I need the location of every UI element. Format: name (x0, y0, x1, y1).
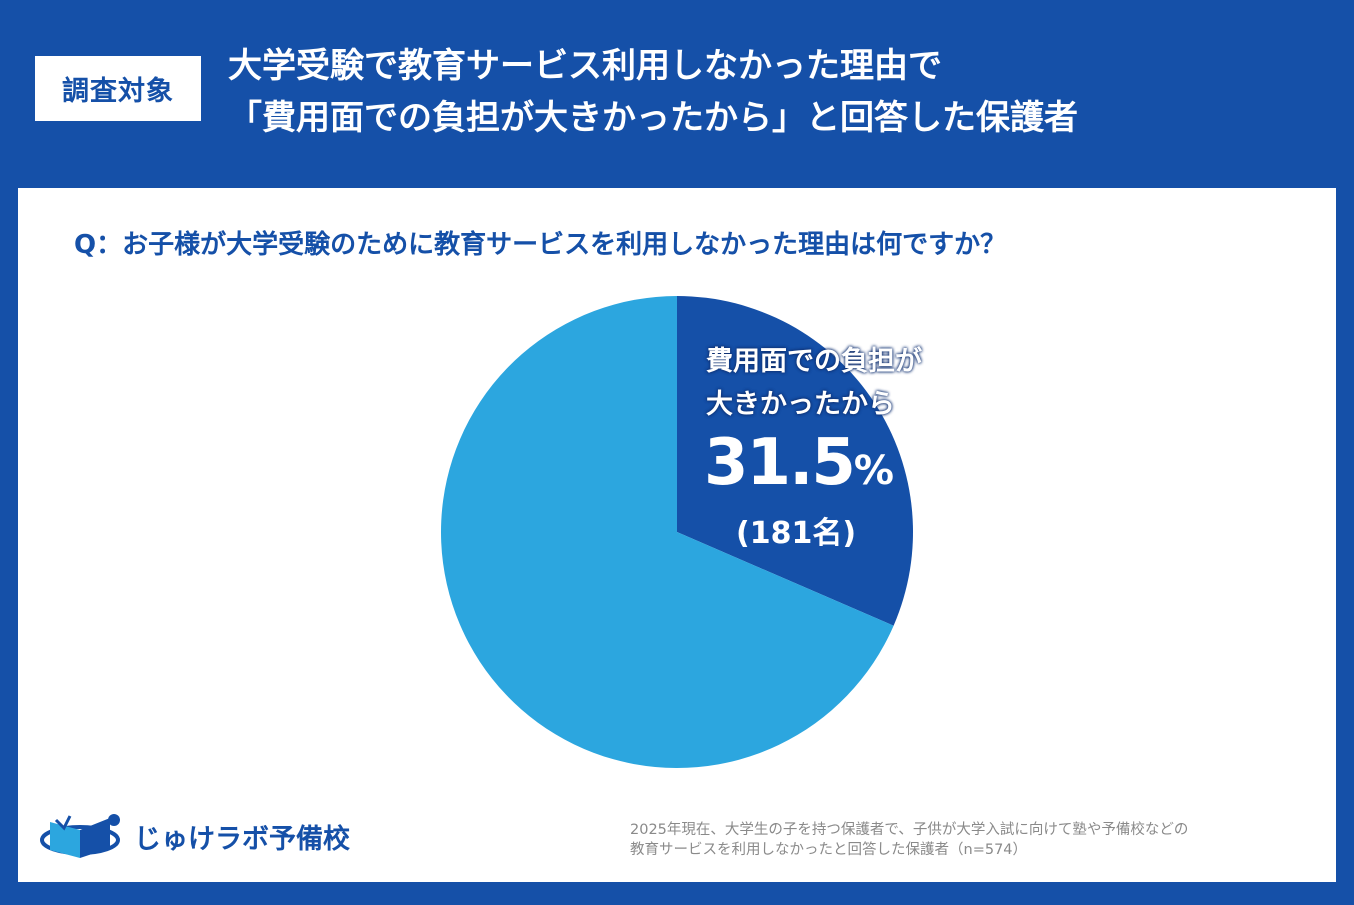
footnote-line-1: 2025年現在、大学生の子を持つ保護者で、子供が大学入試に向けて塾や予備校などの (630, 822, 1189, 838)
page-title: 大学受験で教育サービス利用しなかった理由で 「費用面での負担が大きかったから」と… (228, 40, 1338, 144)
question-text: Q：お子様が大学受験のために教育サービスを利用しなかった理由は何ですか？ (74, 230, 1007, 260)
slice-percentage-unit: % (853, 448, 894, 494)
chart-panel: Q：お子様が大学受験のために教育サービスを利用しなかった理由は何ですか？ 費用面… (18, 188, 1336, 882)
pie-slice-cost-burden (677, 296, 913, 626)
pie-slice-other (441, 296, 894, 768)
slice-label-line-2: 大きかったから (706, 389, 895, 420)
footnote-line-2: 教育サービスを利用しなかったと回答した保護者（n=574） (630, 842, 1028, 858)
slice-label-line-1: 費用面での負担が (706, 346, 922, 377)
brand-logo: じゅけラボ予備校 (40, 806, 360, 866)
pie-chart (441, 296, 913, 768)
title-line-1: 大学受験で教育サービス利用しなかった理由で (228, 46, 942, 86)
logo-text: じゅけラボ予備校 (134, 823, 350, 855)
target-badge: 調査対象 (35, 56, 201, 121)
footnote: 2025年現在、大学生の子を持つ保護者で、子供が大学入試に向けて塾や予備校などの… (630, 820, 1310, 860)
open-book-icon (40, 814, 120, 858)
slice-percentage-value: 31.5 (704, 426, 856, 500)
slice-count: (181名) (736, 516, 857, 551)
slice-percentage: 31.5% (704, 426, 904, 500)
slice-label: 費用面での負担が 大きかったから (706, 340, 986, 426)
title-line-2: 「費用面での負担が大きかったから」と回答した保護者 (228, 98, 1078, 138)
